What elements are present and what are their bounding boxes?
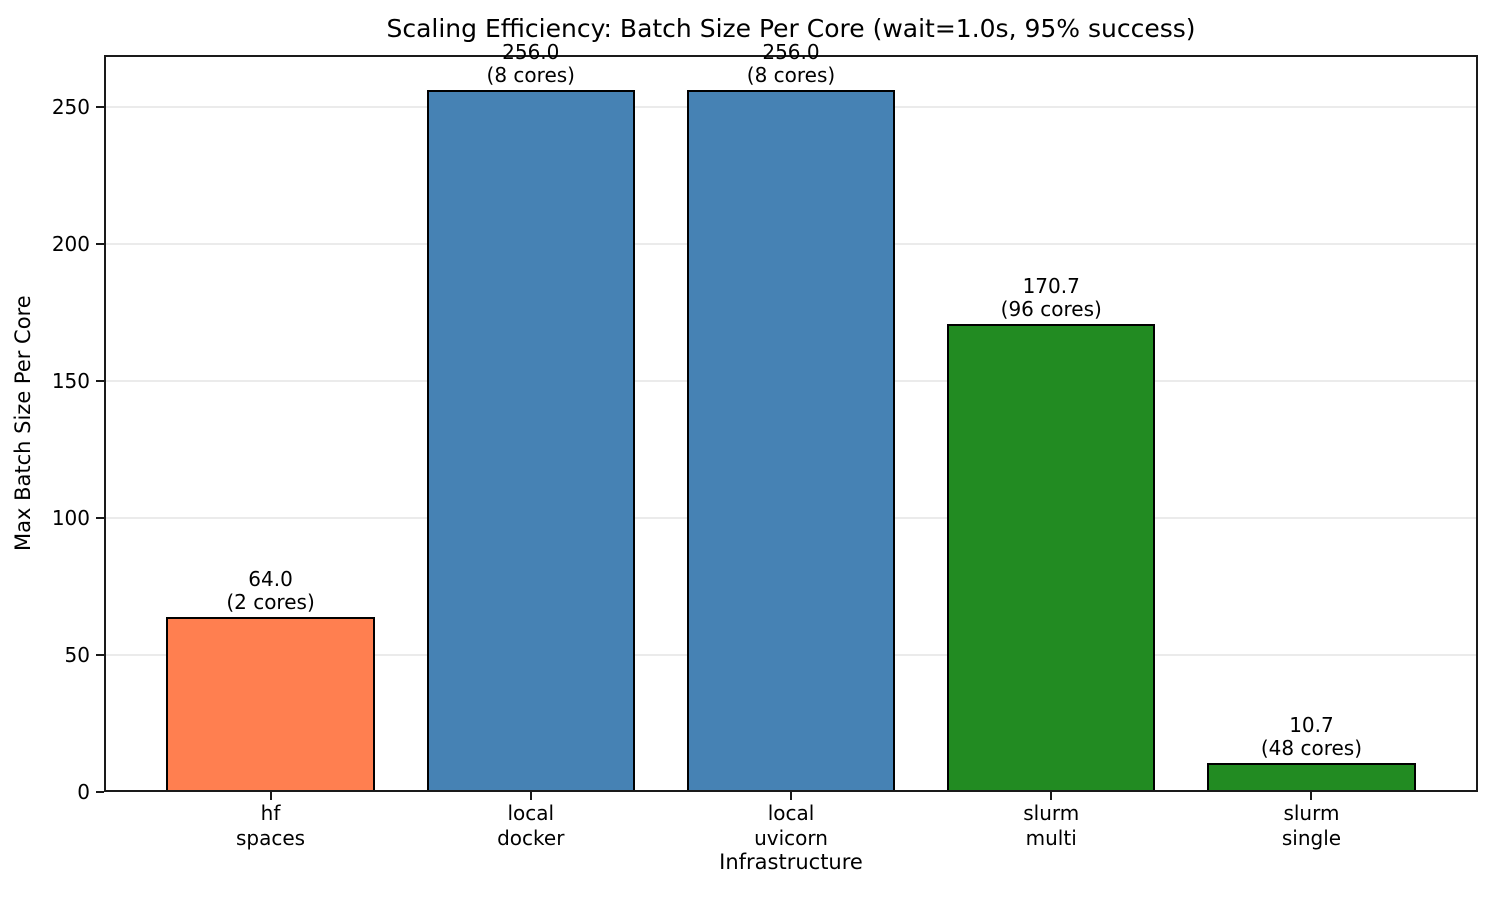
y-tick-label-250: 250 (51, 94, 90, 119)
x-tick-label-hf-spaces: hf spaces (236, 801, 305, 851)
x-tick-line: local (507, 801, 555, 825)
x-tick-line: hf (260, 801, 281, 825)
bar-slurm-multi (947, 323, 1156, 792)
x-tick-label-slurm-multi: slurm multi (1023, 801, 1079, 851)
x-tick-mark-slurm-multi (1050, 792, 1053, 800)
bar-hf-spaces (166, 616, 375, 792)
cores-text: (2 cores) (226, 589, 315, 614)
x-axis-label: Infrastructure (719, 850, 863, 874)
value-text: 10.7 (1289, 712, 1334, 737)
y-axis-label: Max Batch Size Per Core (11, 295, 35, 552)
cores-text: (8 cores) (746, 63, 836, 88)
bar-local-uvicorn (686, 90, 896, 792)
y-tick-mark-200 (96, 242, 104, 245)
bar-value-label-local-uvicorn: 256.0 (8 cores) (747, 41, 835, 87)
y-tick-mark-250 (96, 105, 104, 108)
x-tick-line: single (1281, 826, 1342, 850)
x-tick-line: uvicorn (754, 826, 828, 850)
y-tick-mark-150 (96, 379, 104, 382)
x-tick-line: slurm (1023, 801, 1080, 825)
cores-text: (48 cores) (1260, 735, 1363, 760)
value-text: 256.0 (762, 40, 820, 65)
x-tick-label-local-docker: local docker (497, 801, 564, 851)
x-tick-mark-local-docker (529, 792, 532, 800)
bar-value-label-hf-spaces: 64.0 (2 cores) (226, 566, 315, 614)
x-tick-line: spaces (235, 826, 306, 850)
chart-title: Scaling Efficiency: Batch Size Per Core … (386, 14, 1196, 43)
x-tick-mark-hf-spaces (269, 792, 272, 800)
value-text: 64.0 (248, 566, 293, 591)
x-tick-line: multi (1025, 826, 1077, 850)
y-tick-label-0: 0 (77, 780, 90, 804)
x-tick-line: docker (497, 826, 565, 850)
y-tick-mark-0 (96, 791, 104, 793)
value-text: 170.7 (1022, 273, 1080, 298)
x-tick-label-local-uvicorn: local uvicorn (754, 801, 828, 851)
y-tick-label-50: 50 (64, 642, 90, 667)
x-tick-label-slurm-single: slurm single (1282, 801, 1341, 851)
bar-local-docker (426, 90, 635, 792)
value-text: 256.0 (502, 40, 560, 65)
bar-value-label-local-docker: 256.0 (8 cores) (487, 41, 575, 87)
y-tick-label-200: 200 (51, 231, 90, 256)
y-tick-label-150: 150 (51, 368, 90, 393)
cores-text: (8 cores) (486, 63, 575, 88)
bar-value-label-slurm-multi: 170.7 (96 cores) (1000, 273, 1102, 321)
x-tick-line: slurm (1283, 801, 1340, 825)
x-tick-mark-local-uvicorn (790, 792, 792, 800)
y-tick-label-100: 100 (51, 505, 90, 530)
y-tick-mark-50 (96, 653, 104, 656)
x-tick-mark-slurm-single (1310, 792, 1313, 800)
bar-slurm-single (1207, 762, 1416, 792)
y-tick-mark-100 (96, 516, 104, 519)
cores-text: (96 cores) (1000, 296, 1102, 321)
bar-value-label-slurm-single: 10.7 (48 cores) (1260, 712, 1363, 760)
x-tick-line: local (767, 801, 815, 825)
